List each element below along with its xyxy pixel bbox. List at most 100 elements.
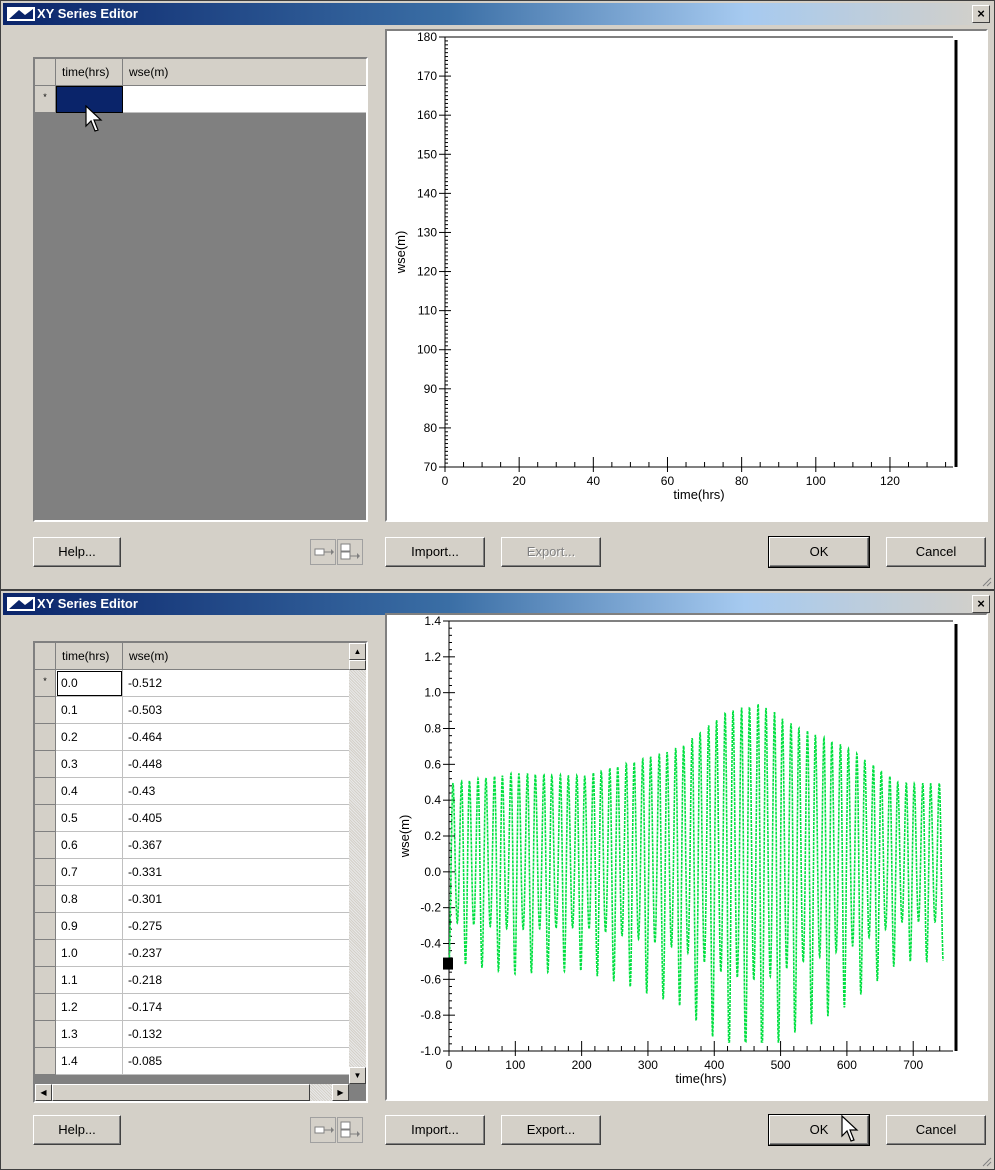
insert-row-icon[interactable] [310,1117,336,1143]
time-cell[interactable]: 0.3 [56,751,123,778]
row-header[interactable] [35,967,56,994]
ok-button[interactable]: OK [768,536,870,568]
data-table[interactable]: time(hrs) wse(m) * [33,57,368,522]
row-header[interactable] [35,724,56,751]
new-row-wse-cell[interactable] [123,86,366,113]
column-header-wse[interactable]: wse(m) [123,59,366,86]
wse-cell[interactable]: -0.43 [123,778,353,805]
resize-grip-icon[interactable] [980,1155,992,1167]
row-header[interactable] [35,859,56,886]
table-corner-header[interactable] [35,59,56,86]
table-row[interactable]: 0.2 -0.464 [35,724,366,751]
scroll-up-icon[interactable]: ▲ [349,643,366,660]
table-row[interactable]: * 0.0 -0.512 [35,670,366,697]
import-button[interactable]: Import... [385,537,485,567]
time-cell[interactable]: 0.5 [56,805,123,832]
row-header[interactable] [35,940,56,967]
row-header[interactable] [35,778,56,805]
close-button[interactable]: × [972,595,990,613]
table-row[interactable]: 0.7 -0.331 [35,859,366,886]
vertical-scroll-thumb[interactable] [349,660,366,670]
insert-row-icon[interactable] [310,539,336,565]
time-cell[interactable]: 1.0 [56,940,123,967]
table-row[interactable]: 0.8 -0.301 [35,886,366,913]
cancel-button[interactable]: Cancel [886,1115,986,1145]
wse-cell[interactable]: -0.218 [123,967,353,994]
help-button[interactable]: Help... [33,1115,121,1145]
wse-cell[interactable]: -0.275 [123,913,353,940]
time-cell[interactable]: 1.3 [56,1021,123,1048]
title-bar[interactable]: XY Series Editor × [3,3,992,25]
table-row[interactable]: 0.6 -0.367 [35,832,366,859]
new-row-marker[interactable]: * [35,86,56,113]
time-cell[interactable]: 0.0 [56,670,123,697]
time-cell[interactable]: 0.9 [56,913,123,940]
wse-cell[interactable]: -0.085 [123,1048,353,1075]
wse-cell[interactable]: -0.132 [123,1021,353,1048]
row-header[interactable] [35,832,56,859]
time-cell[interactable]: 0.6 [56,832,123,859]
x-tick-label: 100 [806,474,826,488]
time-cell[interactable]: 0.2 [56,724,123,751]
import-button[interactable]: Import... [385,1115,485,1145]
wse-cell[interactable]: -0.448 [123,751,353,778]
row-header[interactable] [35,886,56,913]
new-row[interactable]: * [35,86,366,113]
table-corner-header[interactable] [35,643,56,670]
table-row[interactable]: 0.4 -0.43 [35,778,366,805]
add-row-icon[interactable] [337,539,363,565]
table-row[interactable]: 0.1 -0.503 [35,697,366,724]
table-row[interactable]: 1.1 -0.218 [35,967,366,994]
wse-cell[interactable]: -0.464 [123,724,353,751]
table-row[interactable]: 1.4 -0.085 [35,1048,366,1075]
ok-button[interactable]: OK [768,1114,870,1146]
row-header[interactable] [35,1048,56,1075]
close-button[interactable]: × [972,5,990,23]
wse-cell[interactable]: -0.174 [123,994,353,1021]
wse-cell[interactable]: -0.301 [123,886,353,913]
export-button[interactable]: Export... [501,1115,601,1145]
data-table[interactable]: time(hrs) wse(m) * 0.0 -0.512 0.1 -0.503 0.2-… [33,641,368,1103]
row-header[interactable] [35,805,56,832]
wse-cell[interactable]: -0.237 [123,940,353,967]
time-cell[interactable]: 1.1 [56,967,123,994]
table-row[interactable]: 1.3 -0.132 [35,1021,366,1048]
table-row[interactable]: 1.0 -0.237 [35,940,366,967]
row-header[interactable] [35,913,56,940]
cancel-button[interactable]: Cancel [886,537,986,567]
horizontal-scroll-thumb[interactable] [52,1084,310,1101]
column-header-time[interactable]: time(hrs) [56,643,123,670]
title-bar[interactable]: XY Series Editor × [3,593,992,615]
wse-cell[interactable]: -0.367 [123,832,353,859]
time-cell[interactable]: 0.7 [56,859,123,886]
wse-cell[interactable]: -0.503 [123,697,353,724]
scroll-left-icon[interactable]: ◀ [35,1084,52,1101]
wse-cell[interactable]: -0.331 [123,859,353,886]
table-row[interactable]: 1.2 -0.174 [35,994,366,1021]
time-cell[interactable]: 0.4 [56,778,123,805]
vertical-scrollbar[interactable]: ▲ ▼ [349,643,366,1084]
resize-grip-icon[interactable] [980,575,992,587]
wse-cell[interactable]: -0.512 [123,670,353,697]
time-cell[interactable]: 0.1 [56,697,123,724]
table-row[interactable]: 0.3 -0.448 [35,751,366,778]
new-row-time-cell-selected[interactable] [56,86,123,113]
time-cell[interactable]: 1.2 [56,994,123,1021]
row-header[interactable] [35,994,56,1021]
row-header[interactable]: * [35,670,56,697]
time-cell[interactable]: 1.4 [56,1048,123,1075]
row-header[interactable] [35,697,56,724]
scroll-right-icon[interactable]: ▶ [332,1084,349,1101]
row-header[interactable] [35,751,56,778]
wse-cell[interactable]: -0.405 [123,805,353,832]
column-header-wse[interactable]: wse(m) [123,643,353,670]
table-row[interactable]: 0.5 -0.405 [35,805,366,832]
horizontal-scrollbar[interactable]: ◀ ▶ [35,1084,349,1101]
row-header[interactable] [35,1021,56,1048]
help-button[interactable]: Help... [33,537,121,567]
table-row[interactable]: 0.9 -0.275 [35,913,366,940]
add-row-icon[interactable] [337,1117,363,1143]
column-header-time[interactable]: time(hrs) [56,59,123,86]
scroll-down-icon[interactable]: ▼ [349,1067,366,1084]
time-cell[interactable]: 0.8 [56,886,123,913]
